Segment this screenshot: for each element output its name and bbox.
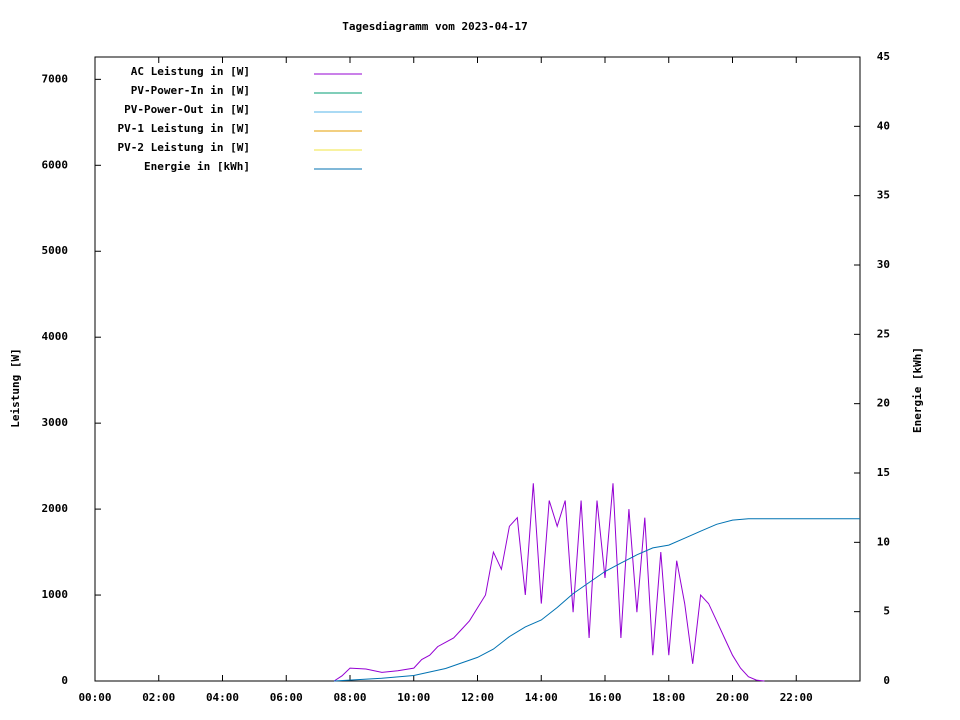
y-tick-label: 6000	[42, 158, 69, 171]
legend-label: PV-Power-In in [W]	[131, 84, 250, 97]
legend-label: PV-Power-Out in [W]	[124, 103, 250, 116]
x-tick-label: 08:00	[333, 691, 366, 704]
y2-tick-label: 15	[877, 466, 890, 479]
y-tick-label: 3000	[42, 416, 69, 429]
y2-tick-label: 25	[877, 327, 890, 340]
y2-axis-label: Energie [kWh]	[911, 347, 924, 433]
y-tick-label: 1000	[42, 588, 69, 601]
y2-tick-label: 30	[877, 258, 890, 271]
legend-label: Energie in [kWh]	[144, 160, 250, 173]
legend-label: PV-1 Leistung in [W]	[118, 122, 250, 135]
y2-tick-label: 10	[877, 535, 890, 548]
y2-tick-label: 0	[883, 674, 890, 687]
x-tick-label: 06:00	[270, 691, 303, 704]
x-tick-label: 22:00	[780, 691, 813, 704]
x-tick-label: 10:00	[397, 691, 430, 704]
y2-tick-label: 5	[883, 605, 890, 618]
series-line	[333, 483, 765, 682]
x-tick-label: 02:00	[142, 691, 175, 704]
legend-label: PV-2 Leistung in [W]	[118, 141, 250, 154]
y-axis-label: Leistung [W]	[9, 348, 22, 427]
y-tick-label: 7000	[42, 72, 69, 85]
series-line	[334, 518, 860, 682]
x-tick-label: 12:00	[461, 691, 494, 704]
y-tick-label: 5000	[42, 244, 69, 257]
y2-tick-label: 45	[877, 50, 890, 63]
x-tick-label: 14:00	[525, 691, 558, 704]
x-tick-label: 04:00	[206, 691, 239, 704]
y2-tick-label: 20	[877, 397, 890, 410]
x-tick-label: 20:00	[716, 691, 749, 704]
x-tick-label: 00:00	[78, 691, 111, 704]
legend-label: AC Leistung in [W]	[131, 65, 250, 78]
y2-tick-label: 35	[877, 189, 890, 202]
y-tick-label: 2000	[42, 502, 69, 515]
x-tick-label: 18:00	[652, 691, 685, 704]
x-tick-label: 16:00	[588, 691, 621, 704]
chart-title: Tagesdiagramm vom 2023-04-17	[342, 20, 527, 33]
y2-tick-label: 40	[877, 119, 890, 132]
y-tick-label: 0	[61, 674, 68, 687]
y-tick-label: 4000	[42, 330, 69, 343]
